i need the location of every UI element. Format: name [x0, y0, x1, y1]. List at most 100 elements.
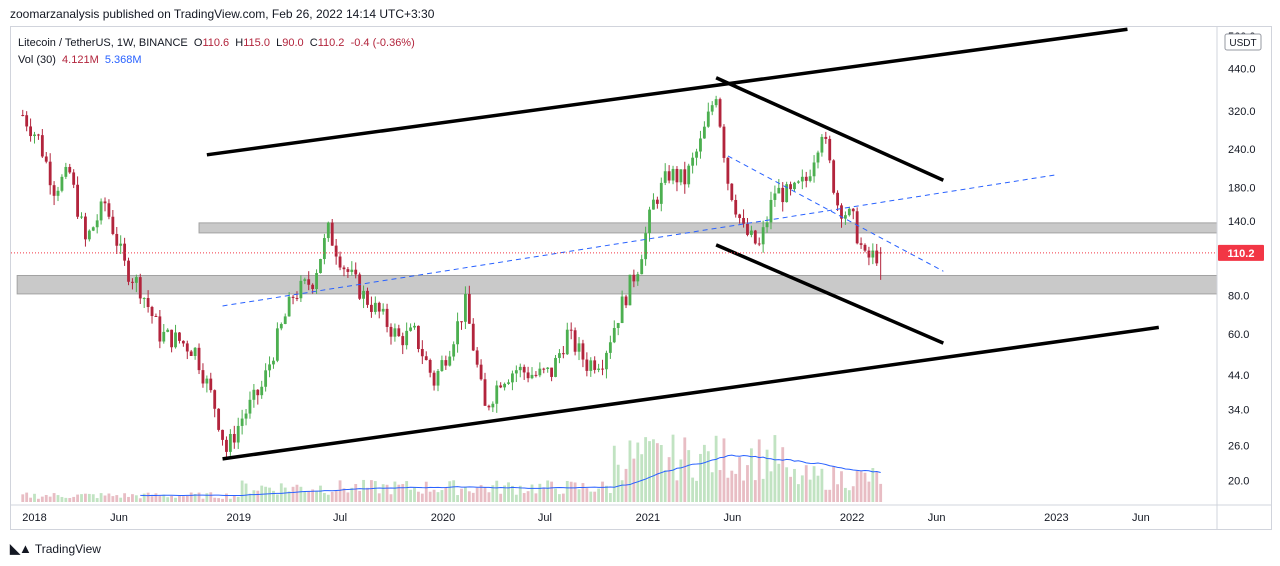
volume-bar	[134, 495, 138, 502]
candle-body	[158, 316, 162, 342]
volume-bar	[103, 495, 107, 502]
volume-bar	[847, 490, 851, 502]
volume-bar	[174, 497, 177, 502]
volume-bar	[377, 493, 381, 502]
candle-body	[127, 260, 130, 282]
candle-body	[64, 166, 68, 177]
price-tick-label: 180.0	[1228, 182, 1256, 194]
volume-bar	[765, 449, 769, 502]
volume-bar	[283, 487, 287, 502]
price-tick-label: 80.0	[1228, 291, 1249, 303]
candle-body	[620, 296, 624, 324]
legend-volume-label[interactable]: Vol (30)	[18, 54, 56, 66]
volume-bar	[185, 495, 189, 502]
volume-bar	[843, 487, 847, 502]
legend-high-label: H	[235, 37, 244, 49]
volume-bar	[730, 470, 734, 502]
footer: ◣▲ TradingView	[10, 541, 101, 557]
candle-body	[80, 216, 83, 218]
volume-bar	[491, 485, 495, 502]
candle-body	[115, 233, 119, 246]
volume-bar	[138, 498, 142, 502]
candle-body	[287, 296, 291, 317]
time-tick-label: Jun	[110, 512, 128, 524]
candle-body	[601, 368, 604, 370]
candle-body	[514, 370, 518, 374]
candle-body	[836, 192, 839, 206]
candle-body	[393, 328, 397, 337]
candle-body	[416, 325, 420, 349]
candle-body	[793, 182, 796, 190]
legend-volume-value: 4.121M	[62, 54, 99, 66]
volume-bar	[99, 493, 103, 502]
volume-bar	[225, 493, 228, 502]
footer-brand: TradingView	[34, 542, 101, 556]
chart-legend: Litecoin / TetherUS, 1W, BINANCE O110.6 …	[18, 35, 415, 69]
candle-body	[558, 353, 561, 358]
volume-bar	[675, 480, 679, 502]
volume-bar	[287, 491, 291, 502]
candle-body	[268, 364, 271, 371]
candle-body	[511, 373, 514, 383]
volume-bar	[808, 479, 812, 502]
candle-body	[330, 222, 334, 246]
candle-body	[389, 326, 393, 337]
candle-body	[812, 162, 816, 177]
volume-bar	[522, 493, 526, 502]
legend-change: -0.4 (-0.36%)	[350, 37, 415, 49]
volume-bar	[326, 494, 330, 502]
volume-bar	[652, 439, 655, 502]
candle-body	[119, 243, 123, 246]
currency-badge	[1224, 33, 1262, 51]
volume-bar	[475, 487, 479, 502]
volume-bar	[272, 490, 275, 502]
volume-bar	[718, 470, 722, 502]
volume-bar	[268, 487, 271, 502]
candle-body	[722, 126, 726, 158]
legend-symbol[interactable]: Litecoin / TetherUS, 1W, BINANCE	[18, 37, 188, 49]
candle-body	[655, 199, 659, 204]
candle-body	[879, 252, 883, 254]
volume-bar	[115, 495, 119, 502]
candle-body	[659, 182, 663, 204]
volume-bar	[530, 484, 534, 502]
candle-body	[824, 136, 828, 139]
candle-body	[178, 332, 181, 341]
candle-body	[628, 274, 632, 306]
volume-bar	[671, 434, 675, 502]
candle-body	[181, 340, 185, 344]
volume-bar	[315, 491, 318, 502]
volume-bar	[80, 494, 83, 502]
volume-bar	[68, 498, 72, 502]
candle-body	[440, 360, 444, 371]
candle-body	[385, 308, 389, 327]
candle-body	[460, 321, 463, 323]
volume-bar	[338, 480, 342, 502]
candle-body	[593, 360, 597, 370]
volume-bar	[569, 481, 573, 502]
candle-body	[60, 176, 64, 191]
candle-body	[644, 233, 648, 260]
candle-body	[847, 208, 851, 216]
candle-body	[162, 331, 166, 342]
candle-body	[405, 330, 409, 346]
candle-body	[785, 184, 789, 203]
volume-bar	[695, 480, 698, 502]
price-tick-label: 320.0	[1228, 106, 1256, 118]
volume-bar	[573, 482, 577, 502]
volume-bar	[538, 483, 542, 502]
price-tick-label: 440.0	[1228, 63, 1256, 75]
volume-bar	[628, 440, 632, 502]
candle-body	[499, 385, 503, 388]
candle-body	[225, 439, 228, 452]
volume-bar	[197, 492, 201, 502]
price-tick-label: 20.0	[1228, 475, 1249, 487]
volume-bar	[236, 496, 240, 502]
volume-bar	[303, 491, 307, 502]
volume-bar	[734, 473, 738, 502]
volume-bar	[373, 481, 377, 502]
candle-body	[409, 327, 412, 331]
volume-bar	[178, 495, 181, 502]
volume-bar	[48, 496, 52, 502]
